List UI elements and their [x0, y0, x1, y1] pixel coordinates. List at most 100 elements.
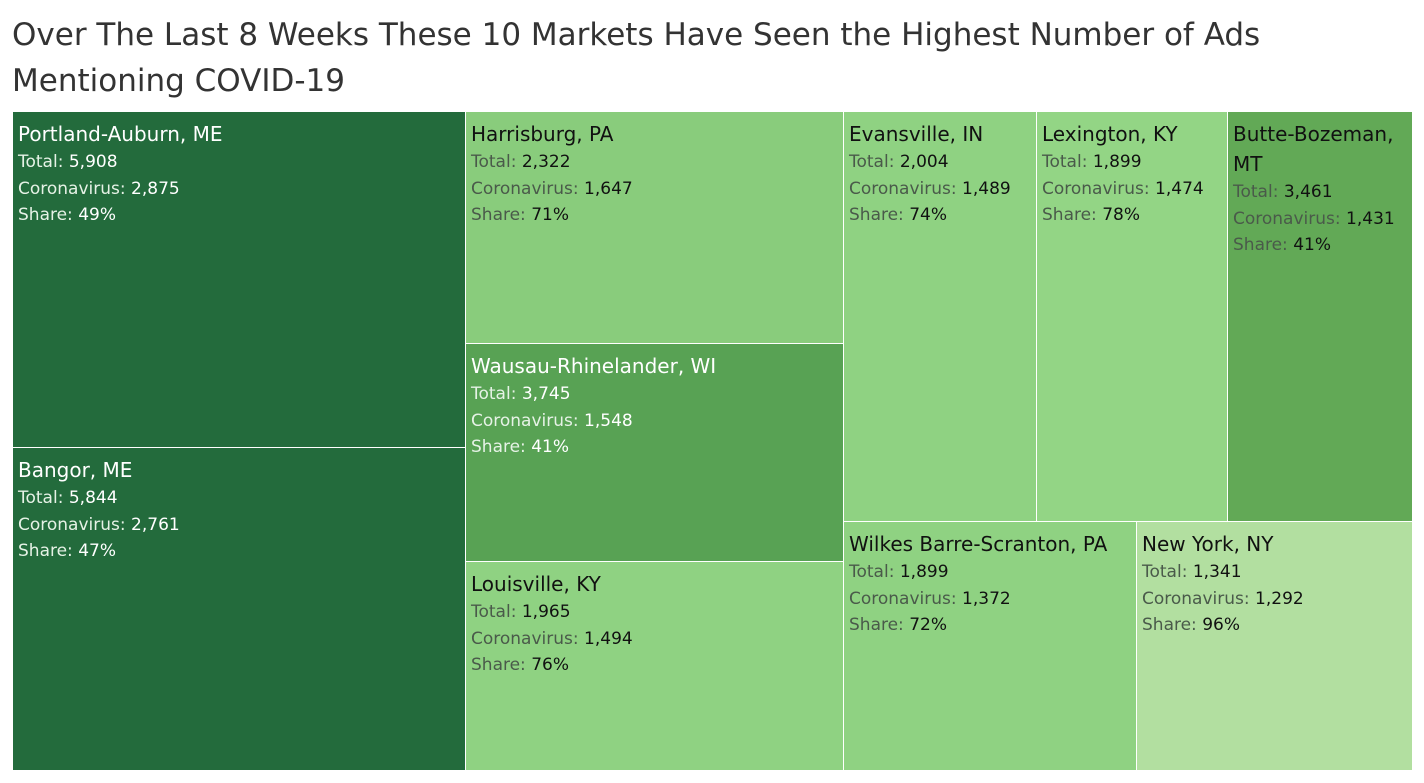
- tile-total-label: Total:: [1233, 182, 1279, 202]
- tile-total-label: Total:: [849, 562, 895, 582]
- tile-coronavirus-row: Coronavirus: 1,494: [471, 626, 839, 653]
- tile-total-row: Total: 1,899: [1042, 149, 1223, 176]
- chart-title: Over The Last 8 Weeks These 10 Markets H…: [12, 17, 1261, 99]
- tile-market-label: Lexington, KY: [1042, 122, 1178, 146]
- tile-total-label: Total:: [471, 602, 517, 622]
- tile-total-row: Total: 3,461: [1233, 179, 1408, 206]
- tile-share-value: 96%: [1202, 615, 1240, 635]
- tile-total-row: Total: 3,745: [471, 381, 839, 408]
- tile-total-value: 1,899: [1092, 152, 1142, 172]
- tile-share-label: Share:: [849, 615, 904, 635]
- tile-share-value: 72%: [909, 615, 947, 635]
- tile-market-label: Evansville, IN: [849, 122, 984, 146]
- tile-coronavirus-row: Coronavirus: 1,372: [849, 586, 1132, 613]
- tile-coronavirus-row: Coronavirus: 1,548: [471, 408, 839, 435]
- tile-total-row: Total: 1,341: [1142, 559, 1408, 586]
- tile-share-label: Share:: [471, 437, 526, 457]
- tile-coronavirus-value: 1,431: [1346, 208, 1395, 229]
- treemap-tile-wilkes-barre-scranton-pa[interactable]: Wilkes Barre-Scranton, PA Total: 1,899 Cor…: [844, 522, 1137, 771]
- tile-share-value: 76%: [531, 655, 569, 675]
- tile-share-label: Share:: [1142, 615, 1197, 635]
- tile-total-row: Total: 1,899: [849, 559, 1132, 586]
- tile-coronavirus-label: Coronavirus:: [471, 628, 579, 649]
- tile-share-row: Share: 41%: [1233, 232, 1408, 259]
- tile-coronavirus-row: Coronavirus: 2,761: [18, 512, 461, 539]
- tile-coronavirus-row: Coronavirus: 1,292: [1142, 586, 1408, 613]
- tile-total-row: Total: 5,844: [18, 485, 461, 512]
- tile-share-row: Share: 71%: [471, 202, 839, 229]
- treemap-tile-new-york-ny[interactable]: New York, NY Total: 1,341 Coronavirus: 1,2…: [1137, 522, 1413, 771]
- tile-market-label: Butte-Bozeman, MT: [1233, 122, 1394, 176]
- tile-share-value: 71%: [531, 205, 569, 225]
- tile-share-row: Share: 47%: [18, 538, 461, 565]
- tile-coronavirus-label: Coronavirus:: [1042, 178, 1150, 199]
- tile-total-row: Total: 2,322: [471, 149, 839, 176]
- tile-share-value: 74%: [909, 205, 947, 225]
- tile-total-label: Total:: [471, 152, 517, 172]
- tile-market-label: Bangor, ME: [18, 458, 133, 482]
- treemap-tile-butte-bozeman-mt[interactable]: Butte-Bozeman, MT Total: 3,461 Coronavirus…: [1228, 112, 1413, 522]
- tile-coronavirus-label: Coronavirus:: [18, 178, 126, 199]
- tile-total-value: 3,745: [521, 384, 571, 404]
- tile-share-value: 49%: [78, 205, 116, 225]
- tile-share-row: Share: 41%: [471, 434, 839, 461]
- tile-coronavirus-label: Coronavirus:: [18, 514, 126, 535]
- tile-share-label: Share:: [1233, 235, 1288, 255]
- treemap-tile-lexington-ky[interactable]: Lexington, KY Total: 1,899 Coronavirus: 1,…: [1037, 112, 1228, 522]
- tile-market-label: Wilkes Barre-Scranton, PA: [849, 532, 1108, 556]
- tile-total-value: 2,322: [521, 152, 571, 172]
- tile-market-label: New York, NY: [1142, 532, 1274, 556]
- tile-total-value: 1,341: [1192, 562, 1242, 582]
- tile-total-label: Total:: [849, 152, 895, 172]
- tile-coronavirus-label: Coronavirus:: [1142, 588, 1250, 609]
- treemap-tile-harrisburg-pa[interactable]: Harrisburg, PA Total: 2,322 Coronavirus: 1…: [466, 112, 844, 344]
- tile-share-label: Share:: [849, 205, 904, 225]
- tile-coronavirus-value: 1,372: [962, 588, 1011, 609]
- tile-coronavirus-row: Coronavirus: 2,875: [18, 176, 461, 203]
- tile-coronavirus-row: Coronavirus: 1,647: [471, 176, 839, 203]
- tile-market-label: Harrisburg, PA: [471, 122, 614, 146]
- tile-total-label: Total:: [471, 384, 517, 404]
- tile-share-label: Share:: [471, 205, 526, 225]
- tile-coronavirus-row: Coronavirus: 1,431: [1233, 206, 1408, 233]
- tile-coronavirus-value: 1,292: [1255, 588, 1304, 609]
- tile-share-label: Share:: [1042, 205, 1097, 225]
- tile-total-value: 1,899: [899, 562, 949, 582]
- tile-total-value: 2,004: [899, 152, 949, 172]
- tile-total-label: Total:: [1142, 562, 1188, 582]
- tile-coronavirus-row: Coronavirus: 1,489: [849, 176, 1032, 203]
- tile-share-row: Share: 72%: [849, 612, 1132, 639]
- treemap-tile-portland-auburn-me[interactable]: Portland-Auburn, ME Total: 5,908 Coronavir…: [13, 112, 466, 448]
- treemap-tile-wausau-rhinelander-wi[interactable]: Wausau-Rhinelander, WI Total: 3,745 Corona…: [466, 344, 844, 562]
- tile-total-value: 1,965: [521, 602, 571, 622]
- tile-total-row: Total: 1,965: [471, 599, 839, 626]
- tile-share-row: Share: 96%: [1142, 612, 1408, 639]
- tile-total-row: Total: 5,908: [18, 149, 461, 176]
- tile-coronavirus-value: 1,474: [1155, 178, 1204, 199]
- tile-share-row: Share: 49%: [18, 202, 461, 229]
- treemap: Portland-Auburn, ME Total: 5,908 Coronavir…: [13, 112, 1413, 771]
- tile-coronavirus-label: Coronavirus:: [849, 588, 957, 609]
- tile-coronavirus-label: Coronavirus:: [471, 410, 579, 431]
- tile-coronavirus-label: Coronavirus:: [849, 178, 957, 199]
- tile-total-value: 3,461: [1283, 182, 1333, 202]
- tile-coronavirus-value: 2,761: [131, 514, 180, 535]
- tile-market-label: Wausau-Rhinelander, WI: [471, 354, 717, 378]
- treemap-tile-evansville-in[interactable]: Evansville, IN Total: 2,004 Coronavirus: 1…: [844, 112, 1037, 522]
- tile-share-label: Share:: [18, 541, 73, 561]
- tile-share-value: 41%: [531, 437, 569, 457]
- tile-share-value: 47%: [78, 541, 116, 561]
- tile-coronavirus-label: Coronavirus:: [1233, 208, 1341, 229]
- tile-share-value: 41%: [1293, 235, 1331, 255]
- tile-coronavirus-value: 1,548: [584, 410, 633, 431]
- tile-total-label: Total:: [18, 488, 64, 508]
- tile-share-label: Share:: [471, 655, 526, 675]
- tile-share-value: 78%: [1102, 205, 1140, 225]
- tile-coronavirus-row: Coronavirus: 1,474: [1042, 176, 1223, 203]
- tile-total-label: Total:: [1042, 152, 1088, 172]
- tile-total-value: 5,844: [68, 488, 118, 508]
- tile-share-row: Share: 78%: [1042, 202, 1223, 229]
- treemap-tile-louisville-ky[interactable]: Louisville, KY Total: 1,965 Coronavirus: 1…: [466, 562, 844, 771]
- tile-total-value: 5,908: [68, 152, 118, 172]
- treemap-tile-bangor-me[interactable]: Bangor, ME Total: 5,844 Coronavirus: 2,761…: [13, 448, 466, 771]
